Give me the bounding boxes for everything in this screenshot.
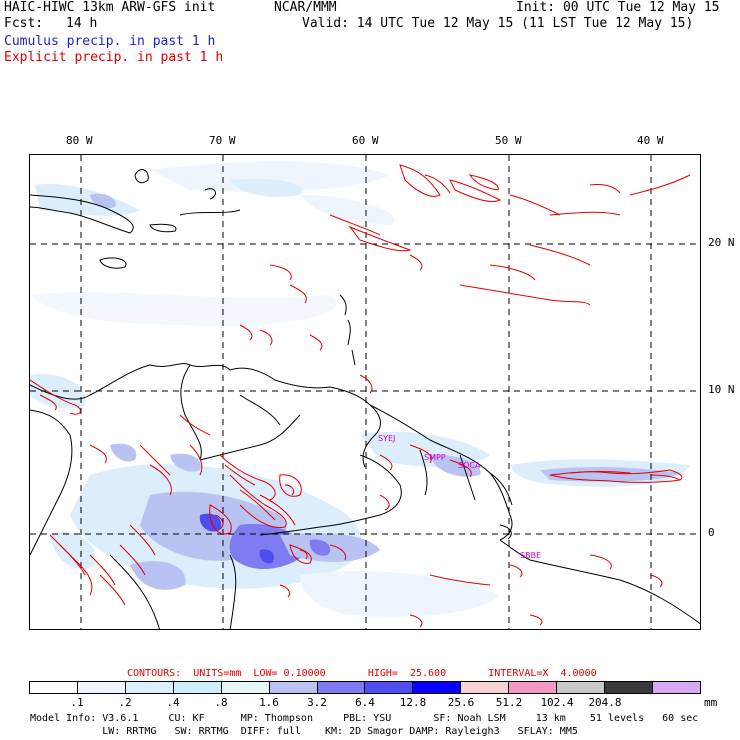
organization: NCAR/MMM (274, 0, 337, 15)
forecast-label: Fcst: (4, 16, 44, 31)
station-soca: SOCA (458, 461, 481, 470)
colorbar-segment (221, 682, 270, 693)
lon-label-70w: 70 W (209, 134, 236, 147)
lat-label-10n: 10 N (708, 383, 735, 396)
colorbar-units: mm (704, 696, 718, 709)
colorbar-level-label: 6.4 (355, 696, 375, 709)
colorbar-segment (652, 682, 700, 693)
colorbar-level-label: .1 (70, 696, 84, 709)
precip-map: SYEJ SMPP SOCA SBBE (30, 155, 700, 629)
station-smpp: SMPP (424, 453, 446, 462)
colorbar-level-label: .2 (118, 696, 132, 709)
colorbar-segment (509, 682, 558, 693)
colorbar (29, 681, 701, 694)
lon-label-60w: 60 W (352, 134, 379, 147)
model-info-line2: LW: RRTMG SW: RRTMG DIFF: full KM: 2D Sm… (30, 726, 578, 737)
colorbar-segment (269, 682, 318, 693)
colorbar-level-label: 25.6 (447, 696, 475, 709)
coastline (30, 169, 700, 629)
colorbar-segment (77, 682, 126, 693)
colorbar-segment (413, 682, 462, 693)
lat-label-0: 0 (708, 526, 715, 539)
init-time: Init: 00 UTC Tue 12 May 15 (516, 0, 720, 15)
lon-label-80w: 80 W (66, 134, 93, 147)
colorbar-level-label: 3.2 (307, 696, 327, 709)
colorbar-segment (605, 682, 653, 693)
explicit-precip-contours (30, 164, 691, 628)
colorbar-level-label: .4 (166, 696, 180, 709)
explicit-legend: Explicit precip. in past 1 h (4, 50, 224, 65)
lon-label-40w: 40 W (637, 134, 664, 147)
colorbar-segment (557, 682, 606, 693)
cumulus-legend: Cumulus precip. in past 1 h (4, 34, 216, 49)
colorbar-level-label: .8 (214, 696, 228, 709)
station-syej: SYEJ (378, 434, 395, 443)
colorbar-level-label: 102.4 (540, 696, 574, 709)
colorbar-segment (461, 682, 510, 693)
lat-lon-grid (30, 155, 700, 629)
valid-time: Valid: 14 UTC Tue 12 May 15 (11 LST Tue … (302, 16, 694, 31)
colorbar-level-label: 204.8 (588, 696, 622, 709)
colorbar-segment (173, 682, 222, 693)
colorbar-segment (30, 682, 78, 693)
colorbar-segment (125, 682, 174, 693)
forecast-hour: 14 h (66, 16, 98, 31)
colorbar-level-label: 12.8 (399, 696, 427, 709)
model-info-line1: Model Info: V3.6.1 CU: KF MP: Thompson P… (30, 713, 699, 724)
lat-label-20n: 20 N (708, 236, 735, 249)
contour-info: CONTOURS: UNITS=mm LOW= 0.10000 HIGH= 25… (127, 668, 597, 679)
colorbar-level-label: 51.2 (495, 696, 523, 709)
lon-label-50w: 50 W (495, 134, 522, 147)
cumulus-precip-fill (30, 161, 690, 617)
colorbar-segment (365, 682, 414, 693)
station-sbbe: SBBE (520, 551, 541, 560)
station-labels: SYEJ SMPP SOCA SBBE (378, 434, 541, 560)
colorbar-segment (317, 682, 366, 693)
colorbar-level-label: 1.6 (259, 696, 279, 709)
map-panel: SYEJ SMPP SOCA SBBE (29, 154, 701, 630)
model-title: HAIC-HIWC 13km ARW-GFS init (4, 0, 216, 15)
